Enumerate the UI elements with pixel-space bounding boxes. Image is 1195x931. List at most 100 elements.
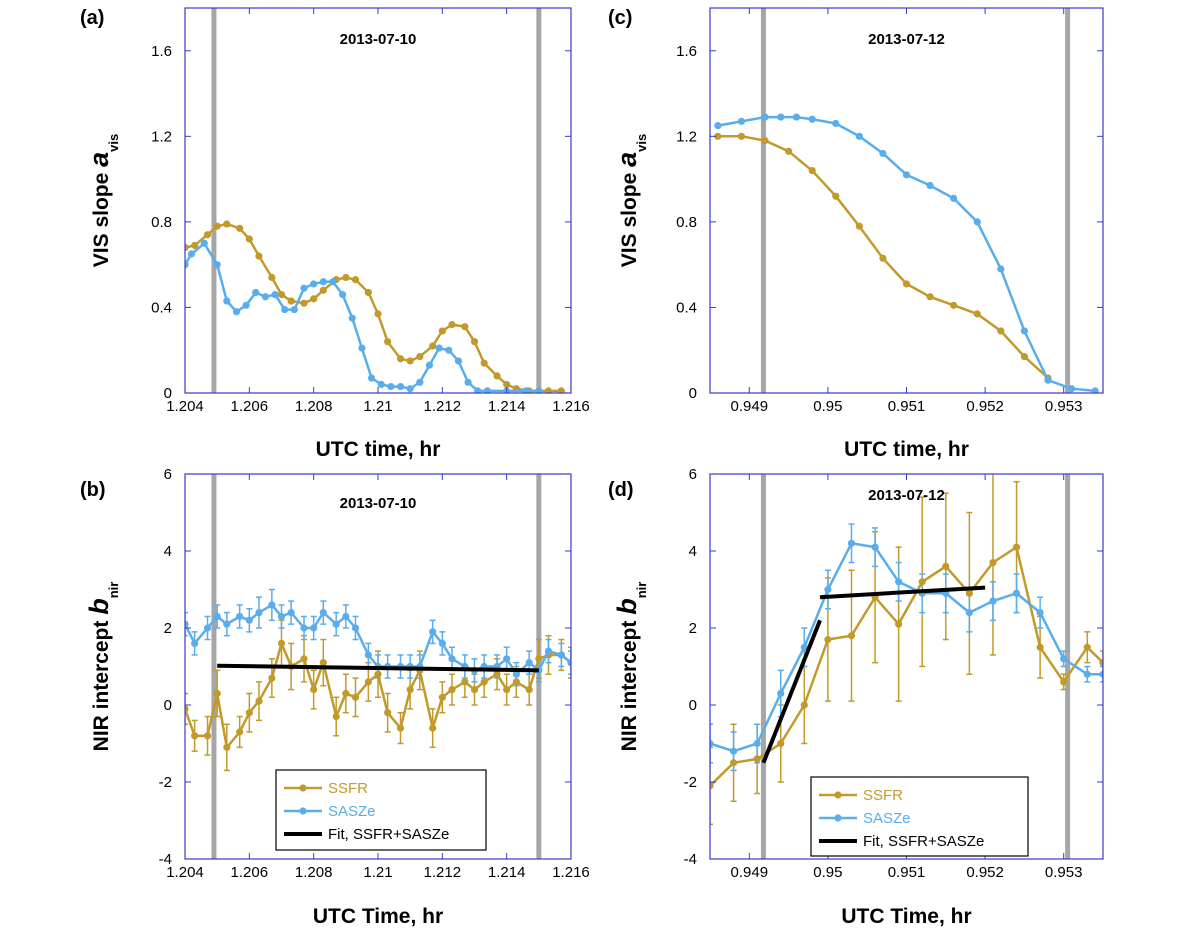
ssfr-point bbox=[364, 288, 372, 297]
panel-letter: (a) bbox=[80, 7, 104, 29]
ssfr-point bbox=[364, 678, 372, 686]
ssfr-point bbox=[942, 562, 950, 571]
y-axis-label-subscript: vis bbox=[106, 134, 121, 152]
saszee-point bbox=[377, 380, 385, 389]
y-tick-label: 0.4 bbox=[151, 299, 172, 316]
ssfr-point bbox=[1036, 643, 1044, 651]
ssfr-point bbox=[310, 295, 318, 303]
legend: SSFR SASZe Fit, SSFR+SASZe bbox=[810, 776, 1029, 857]
ssfr-point bbox=[950, 301, 958, 309]
ssfr-line bbox=[710, 545, 1103, 787]
saszee-point bbox=[300, 624, 308, 632]
panel-a: 1.204 1.206 1.208 1.21 1.212 1.214 1.216 0 0.4 0.… bbox=[80, 7, 590, 461]
saszee-errorbar bbox=[1100, 665, 1103, 683]
saszee-point bbox=[185, 620, 189, 628]
ssfr-point bbox=[918, 578, 926, 586]
x-tick-label: 0.95 bbox=[813, 398, 842, 415]
saszee-point bbox=[348, 314, 356, 322]
saszee-point bbox=[242, 301, 250, 309]
saszee-point bbox=[351, 624, 360, 632]
saszee-point bbox=[255, 609, 263, 617]
x-tick-label: 0.952 bbox=[966, 398, 1004, 415]
ssfr-point bbox=[710, 782, 714, 790]
saszee-point bbox=[997, 265, 1005, 273]
y-tick-label: 1.2 bbox=[676, 128, 697, 145]
ssfr-point bbox=[1099, 659, 1103, 667]
saszee-point bbox=[416, 378, 424, 386]
panel-c: 0.949 0.95 0.951 0.952 0.953 0 0.4 0.8 1.2 1.6 (c)… bbox=[608, 7, 1104, 461]
y-axis-label-subscript: nir bbox=[106, 582, 121, 599]
ssfr-point bbox=[396, 355, 405, 363]
saszee-point bbox=[203, 624, 212, 632]
ssfr-point bbox=[879, 254, 887, 262]
ssfr-point bbox=[374, 670, 382, 678]
ssfr-point bbox=[416, 353, 424, 361]
ssfr-point bbox=[761, 137, 769, 145]
saszee-point bbox=[191, 639, 199, 648]
x-tick-label: 1.212 bbox=[424, 398, 462, 415]
saszee-point bbox=[855, 132, 863, 140]
ssfr-point bbox=[351, 693, 360, 701]
ssfr-point bbox=[470, 686, 479, 694]
ssfr-point bbox=[406, 686, 414, 694]
y-tick-label: 1.2 bbox=[151, 128, 172, 145]
y-axis-label-subscript: vis bbox=[634, 134, 649, 152]
ssfr-point bbox=[714, 132, 722, 140]
ssfr-point bbox=[223, 220, 231, 228]
saszee-point bbox=[464, 378, 472, 386]
ssfr-point bbox=[525, 686, 533, 694]
y-axis-label-main: NIR intercept bbox=[90, 615, 113, 752]
ssfr-point bbox=[480, 359, 488, 367]
ssfr-point bbox=[374, 310, 382, 318]
saszee-errorbar bbox=[710, 723, 713, 764]
y-axis-label-main: NIR intercept bbox=[618, 615, 641, 752]
saszee-point bbox=[232, 308, 241, 316]
ssfr-point bbox=[255, 252, 263, 260]
ssfr-point bbox=[973, 310, 981, 318]
y-tick-label: 4 bbox=[164, 543, 172, 560]
plot-area bbox=[710, 8, 1103, 393]
saszee-point bbox=[808, 115, 816, 123]
legend-label-fit: Fit, SSFR+SASZe bbox=[863, 833, 984, 850]
fit-line-1 bbox=[217, 663, 539, 673]
saszee-point bbox=[223, 297, 231, 305]
ssfr-point bbox=[461, 678, 469, 686]
legend-marker-saszee bbox=[834, 814, 842, 822]
legend-marker-ssfr bbox=[299, 784, 307, 792]
ssfr-point bbox=[185, 243, 189, 252]
saszee-point bbox=[277, 612, 286, 621]
saszee-point bbox=[973, 218, 981, 226]
legend-entry-ssfr: SSFR bbox=[819, 787, 903, 804]
panel-letter: (b) bbox=[80, 479, 106, 501]
saszee-point bbox=[761, 113, 769, 121]
saszee-point bbox=[281, 305, 289, 314]
y-tick-label: 0.4 bbox=[676, 299, 697, 316]
saszee-point bbox=[777, 113, 785, 121]
ssfr-point bbox=[557, 387, 565, 393]
ssfr-point bbox=[535, 655, 543, 663]
saszee-line bbox=[710, 541, 1103, 753]
ssfr-point bbox=[277, 291, 286, 299]
saszee-point bbox=[310, 280, 318, 288]
ssfr-point bbox=[191, 241, 199, 250]
fit-line-1 bbox=[761, 619, 822, 764]
ssfr-point bbox=[245, 709, 253, 717]
saszee-point bbox=[871, 543, 879, 551]
saszee-point bbox=[737, 117, 746, 125]
plot-content bbox=[714, 113, 1099, 393]
x-tick-label: 1.204 bbox=[166, 864, 204, 881]
x-axis-label: UTC time, hr bbox=[844, 438, 969, 461]
ssfr-point bbox=[300, 655, 308, 663]
ssfr-point bbox=[493, 372, 501, 380]
saszee-point bbox=[926, 181, 934, 190]
date-label: 2013-07-12 bbox=[868, 31, 945, 48]
legend: SSFR SASZe Fit, SSFR+SASZe bbox=[275, 769, 487, 851]
y-tick-label: 0 bbox=[689, 385, 697, 402]
saszee-point bbox=[200, 239, 208, 247]
saszee-point bbox=[879, 149, 887, 158]
saszee-errorbar bbox=[568, 650, 571, 675]
y-axis-label-symbol: a bbox=[612, 152, 642, 167]
saszee-point bbox=[525, 659, 533, 667]
saszee-point bbox=[287, 609, 295, 617]
y-tick-label: 1.6 bbox=[151, 43, 172, 60]
